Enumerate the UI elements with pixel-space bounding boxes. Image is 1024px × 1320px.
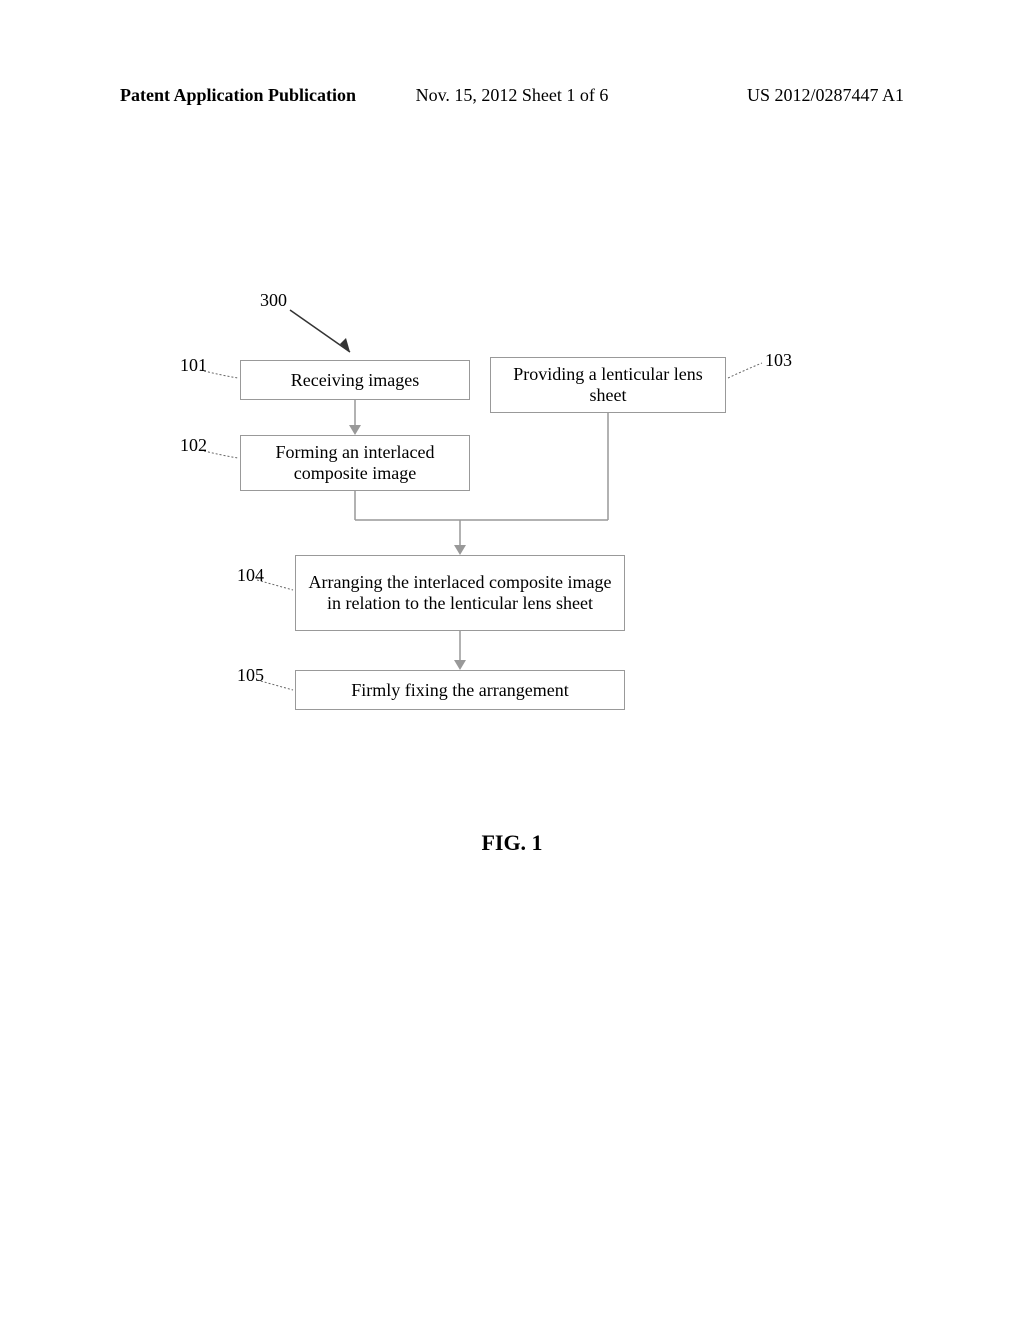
box-102: Forming an interlaced composite image [240, 435, 470, 491]
ref-103: 103 [765, 350, 792, 371]
connectors-svg [0, 0, 1024, 1320]
ref-105: 105 [237, 665, 264, 686]
box-103: Providing a lenticular lens sheet [490, 357, 726, 413]
header-left: Patent Application Publication [120, 85, 356, 106]
box-102-text: Forming an interlaced composite image [253, 442, 457, 484]
header-center: Nov. 15, 2012 Sheet 1 of 6 [416, 85, 609, 106]
box-105-text: Firmly fixing the arrangement [351, 680, 568, 701]
ref-300: 300 [260, 290, 287, 311]
ref-104: 104 [237, 565, 264, 586]
ref-101: 101 [180, 355, 207, 376]
box-105: Firmly fixing the arrangement [295, 670, 625, 710]
box-103-text: Providing a lenticular lens sheet [503, 364, 713, 406]
ref-102: 102 [180, 435, 207, 456]
box-104-text: Arranging the interlaced composite image… [308, 572, 612, 614]
page-header: Patent Application Publication Nov. 15, … [0, 85, 1024, 106]
box-101: Receiving images [240, 360, 470, 400]
box-101-text: Receiving images [291, 370, 419, 391]
header-right: US 2012/0287447 A1 [747, 85, 904, 106]
figure-label: FIG. 1 [481, 830, 542, 856]
box-104: Arranging the interlaced composite image… [295, 555, 625, 631]
